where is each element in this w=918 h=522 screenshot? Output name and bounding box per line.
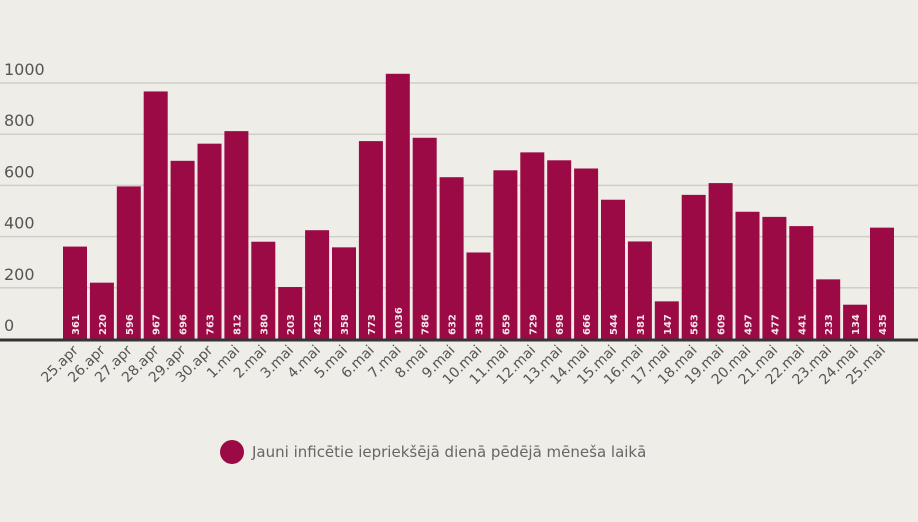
bar-value-label: 203 xyxy=(286,314,297,335)
bar xyxy=(520,152,545,339)
bar-value-label: 696 xyxy=(179,314,190,335)
bar xyxy=(789,226,814,339)
bar xyxy=(816,279,841,339)
bar-value-label: 381 xyxy=(636,314,647,335)
bar-value-label: 786 xyxy=(421,314,432,335)
bar-value-label: 425 xyxy=(313,314,324,335)
bar-value-label: 967 xyxy=(152,314,163,335)
bar xyxy=(547,160,572,339)
bar-value-label: 632 xyxy=(448,314,459,335)
y-tick-label: 0 xyxy=(4,316,14,335)
bar-value-label: 220 xyxy=(98,314,109,335)
bar xyxy=(601,199,625,339)
bar-value-label: 773 xyxy=(367,314,378,335)
bar-value-label: 358 xyxy=(340,314,351,335)
bar-value-label: 544 xyxy=(609,314,620,335)
bar xyxy=(170,160,195,339)
legend-label: Jauni inficētie iepriekšējā dienā pēdējā… xyxy=(252,443,647,461)
bar-value-label: 563 xyxy=(690,314,701,335)
y-tick-label: 400 xyxy=(4,214,35,233)
bar xyxy=(143,91,168,339)
bar xyxy=(251,241,276,339)
bar xyxy=(305,230,330,339)
bar xyxy=(412,137,437,339)
bar xyxy=(843,304,868,339)
bar xyxy=(762,216,787,339)
bar-value-label: 497 xyxy=(744,314,755,335)
bar-value-label: 763 xyxy=(206,314,217,335)
legend: Jauni inficētie iepriekšējā dienā pēdējā… xyxy=(220,440,646,464)
bar xyxy=(63,246,87,339)
y-tick-label: 1000 xyxy=(4,60,45,79)
bar xyxy=(332,247,356,339)
bar-value-label: 134 xyxy=(851,314,862,335)
bar xyxy=(197,143,222,339)
bar xyxy=(574,168,599,339)
y-tick-label: 800 xyxy=(4,111,35,130)
bar xyxy=(439,177,464,339)
bar xyxy=(627,241,652,339)
bar-value-label: 361 xyxy=(71,314,82,335)
bar xyxy=(224,131,249,339)
bar-value-label: 477 xyxy=(770,314,781,335)
bar-value-label: 233 xyxy=(824,314,835,335)
bar xyxy=(466,252,491,339)
bar-value-label: 338 xyxy=(475,314,486,335)
bar-value-label: 812 xyxy=(232,314,243,335)
y-tick-label: 200 xyxy=(4,265,35,284)
bar-value-label: 435 xyxy=(878,314,889,335)
bar xyxy=(654,301,679,339)
bar xyxy=(708,183,733,339)
bar xyxy=(735,211,760,339)
legend-swatch xyxy=(220,440,244,464)
bar-value-label: 609 xyxy=(717,314,728,335)
bar-value-label: 147 xyxy=(663,314,674,335)
bar-value-label: 666 xyxy=(582,314,593,335)
bar-value-label: 441 xyxy=(797,314,808,335)
bar xyxy=(116,186,141,339)
bar-value-label: 1036 xyxy=(394,307,405,335)
y-tick-label: 600 xyxy=(4,162,35,181)
bar-value-label: 596 xyxy=(125,314,136,335)
bar xyxy=(89,282,114,339)
bar-value-label: 698 xyxy=(555,314,566,335)
bar xyxy=(278,287,303,339)
bar xyxy=(385,73,410,339)
bar xyxy=(493,170,518,339)
bar xyxy=(870,227,894,339)
bar xyxy=(358,141,383,339)
bar-value-label: 659 xyxy=(501,314,512,335)
bar-value-label: 380 xyxy=(259,314,270,335)
bar xyxy=(681,194,706,339)
bar-value-label: 729 xyxy=(528,314,539,335)
